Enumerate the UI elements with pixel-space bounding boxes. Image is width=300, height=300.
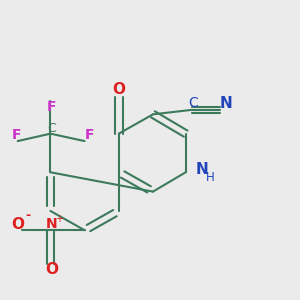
Text: N: N <box>220 96 233 111</box>
Text: F: F <box>47 100 57 115</box>
Text: -: - <box>25 209 30 223</box>
Text: F: F <box>85 128 95 142</box>
Text: O: O <box>112 82 125 97</box>
Text: O: O <box>11 217 24 232</box>
Text: +: + <box>55 214 63 224</box>
Text: C: C <box>47 122 56 135</box>
Text: F: F <box>11 128 21 142</box>
Text: N: N <box>196 162 208 177</box>
Text: O: O <box>45 262 58 277</box>
Text: C: C <box>188 96 198 110</box>
Text: H: H <box>206 171 214 184</box>
Text: N: N <box>46 217 58 231</box>
